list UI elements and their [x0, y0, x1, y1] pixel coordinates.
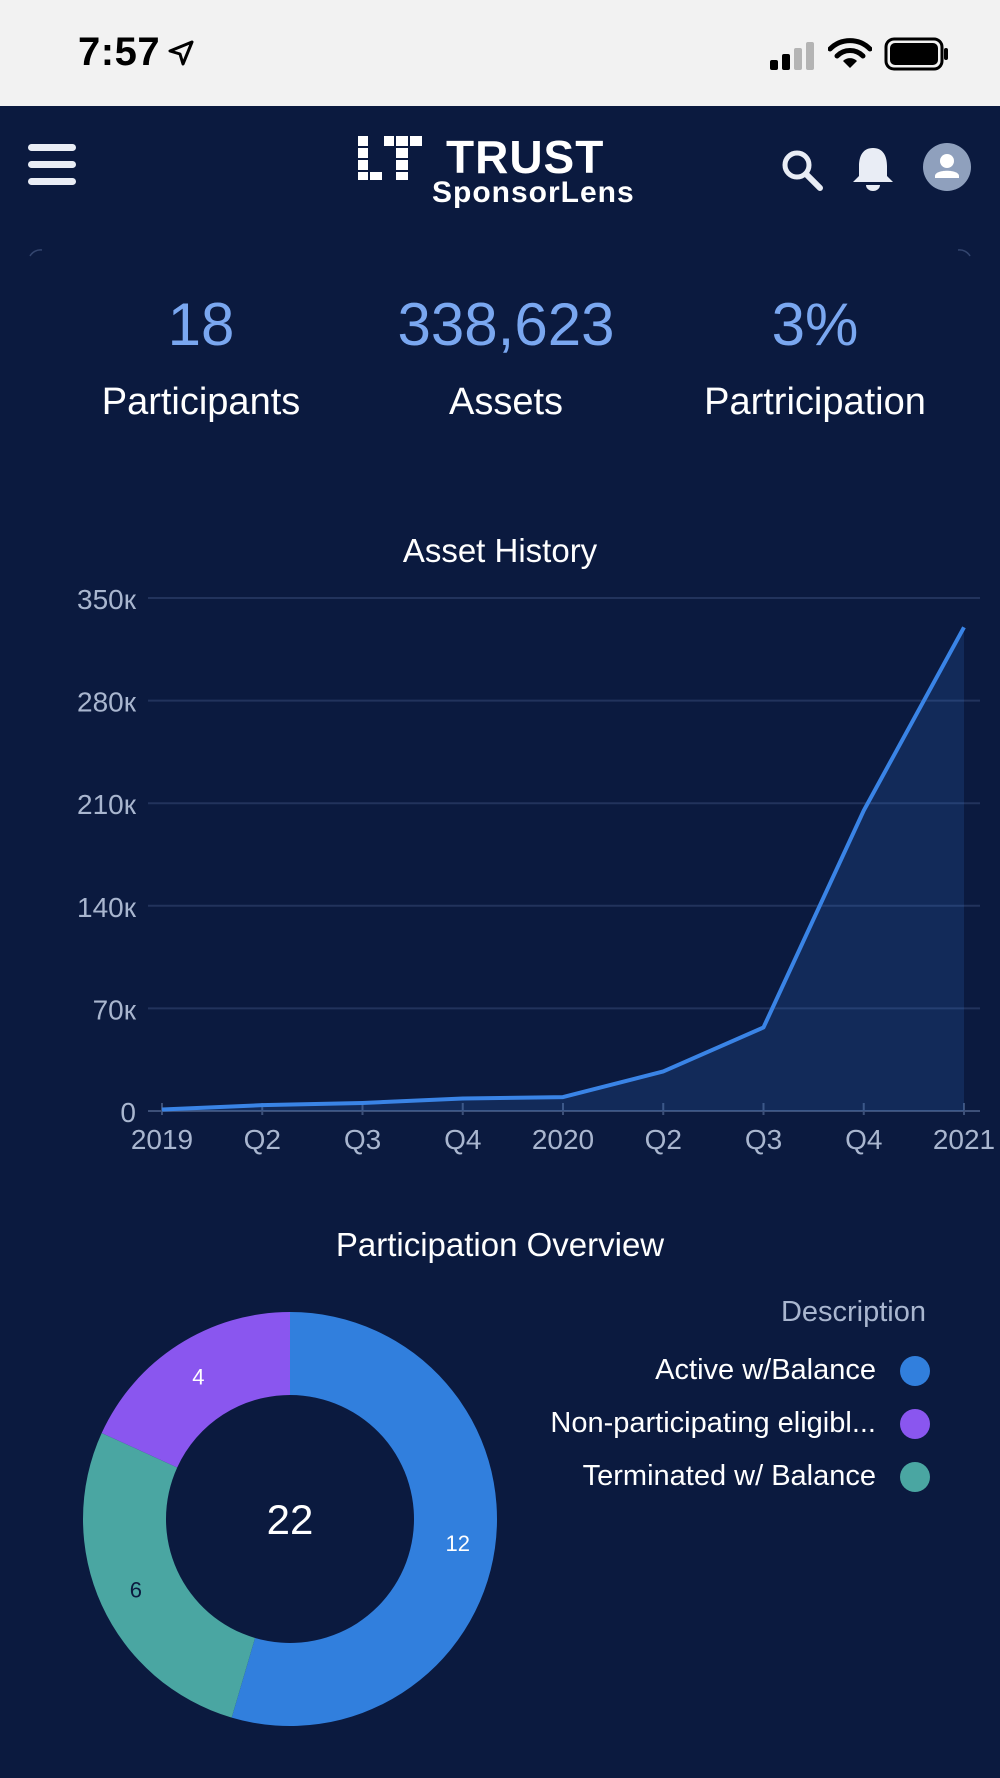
status-bar: 7:57 [0, 0, 1000, 106]
legend-label: Terminated w/ Balance [582, 1460, 876, 1492]
kpi-assets: 338,623 Assets [356, 290, 656, 424]
legend-label: Non-participating eligibl... [550, 1407, 876, 1439]
logo-mark-icon [358, 136, 422, 180]
kpi-label: Participants [101, 381, 301, 423]
status-time-group: 7:57 [78, 30, 196, 75]
status-time: 7:57 [78, 30, 161, 74]
y-tick-label: 70к [93, 994, 137, 1025]
x-tick-label: 2020 [532, 1124, 594, 1155]
kpi-value: 18 [167, 291, 235, 358]
asset-series-line [161, 626, 966, 1112]
x-tick-label: Q2 [244, 1124, 281, 1155]
x-tick-label: Q4 [444, 1124, 481, 1155]
logo: TRUST SponsorLens [356, 126, 656, 216]
battery-icon [884, 37, 948, 71]
slice-value-label: 6 [130, 1577, 142, 1602]
legend-swatch [900, 1408, 930, 1439]
avatar-icon[interactable] [922, 142, 972, 192]
kpi-label: Assets [448, 381, 564, 423]
kpi-summary: 18 Participants 338,623 Assets 3% Partri… [0, 290, 1000, 470]
legend-item-active[interactable]: Active w/Balance [655, 1354, 930, 1387]
logo-subtitle: SponsorLens [432, 176, 635, 209]
donut-slice-active-w-balance [231, 1312, 498, 1726]
donut-center-total: 22 [267, 1496, 314, 1543]
x-tick-label: Q3 [745, 1124, 782, 1155]
slice-value-label: 4 [192, 1364, 204, 1389]
slice-value-label: 12 [446, 1531, 470, 1556]
legend-title: Description [780, 1296, 926, 1328]
signal-icon [770, 42, 814, 70]
x-tick-label: 2021 [933, 1124, 995, 1155]
kpi-participation: 3% Partricipation [665, 290, 965, 424]
asset-area-fill [162, 627, 964, 1111]
menu-icon[interactable] [28, 144, 78, 186]
donut-slice-non-participating-eligibl [101, 1312, 290, 1468]
legend-swatch [900, 1461, 930, 1492]
y-tick-label: 210к [77, 789, 137, 820]
kpi-label: Partricipation [704, 381, 926, 423]
x-tick-label: 2019 [131, 1124, 193, 1155]
x-tick-label: Q4 [845, 1124, 882, 1155]
app-header: TRUST SponsorLens [0, 106, 1000, 226]
x-tick-label: Q2 [645, 1124, 682, 1155]
kpi-value: 338,623 [397, 291, 615, 358]
y-tick-label: 0 [120, 1097, 136, 1128]
kpi-value: 3% [771, 291, 859, 358]
asset-history-title: Asset History [402, 532, 598, 569]
logo-title: TRUST [446, 131, 605, 183]
card-outline [29, 249, 971, 257]
search-icon[interactable] [780, 148, 824, 192]
wifi-icon [828, 38, 872, 68]
y-tick-label: 350к [77, 584, 137, 615]
x-tick-label: Q3 [344, 1124, 381, 1155]
legend-label: Active w/Balance [655, 1354, 876, 1386]
y-tick-label: 280к [77, 687, 137, 718]
donut-slice-terminated-w-balance [82, 1433, 256, 1718]
location-arrow-icon [168, 40, 194, 65]
legend-item-terminated[interactable]: Terminated w/ Balance [583, 1460, 930, 1493]
legend-item-non-participating[interactable]: Non-participating eligibl... [550, 1407, 930, 1440]
bell-icon[interactable] [851, 144, 895, 192]
legend-swatch [900, 1355, 930, 1386]
participation-overview-title: Participation Overview [335, 1226, 665, 1263]
kpi-participants: 18 Participants [51, 290, 351, 424]
y-tick-label: 140к [77, 892, 137, 923]
